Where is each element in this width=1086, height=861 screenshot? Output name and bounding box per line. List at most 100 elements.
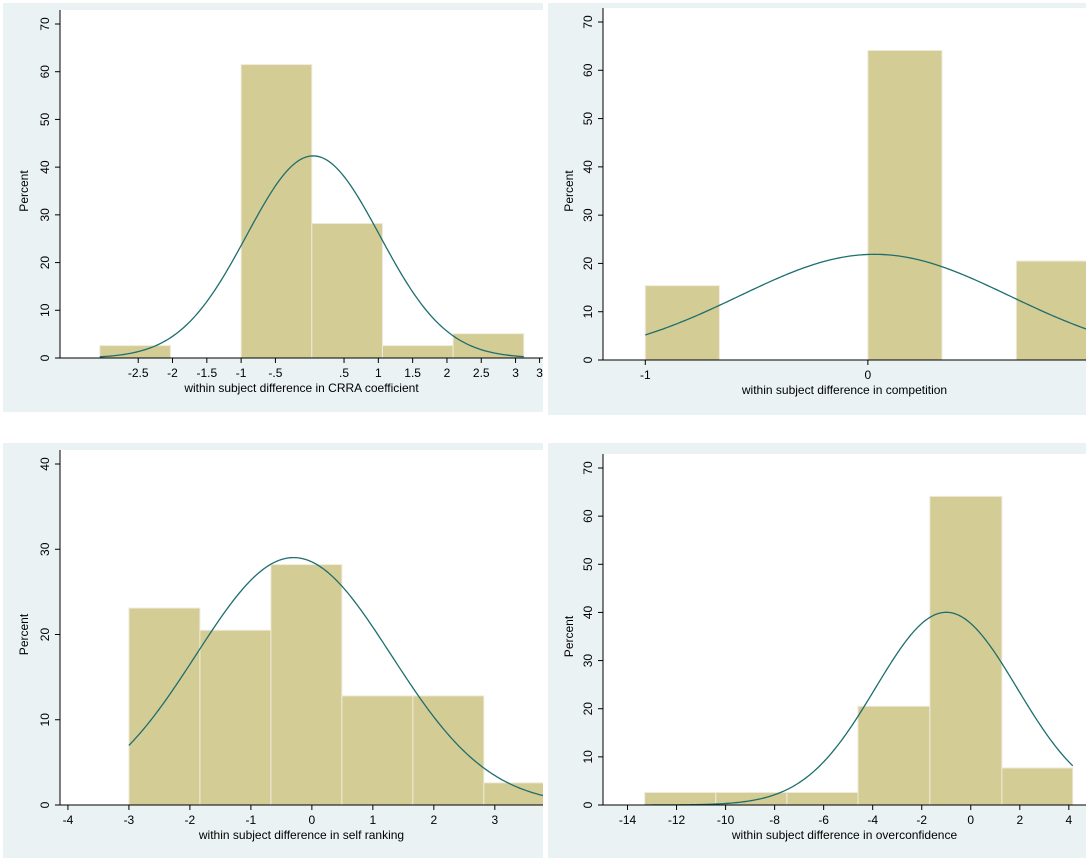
bar: [341, 695, 414, 805]
x-tick-label: 1.5: [404, 366, 421, 380]
x-tick-label: 3: [536, 366, 543, 380]
x-tick-label: 3: [512, 366, 519, 380]
bar: [199, 629, 272, 805]
y-tick-label: 70: [581, 461, 595, 475]
y-tick-label: 0: [38, 801, 52, 808]
x-tick-label: -2: [916, 813, 927, 827]
chart-panel: 0 10 20 30 40 50 60 70 -2.5 -2 -1.5 -1 -.5 .5 1 1.5 2 2.5…: [3, 3, 543, 412]
normal-curve: [99, 155, 524, 358]
y-tick-label: 0: [581, 356, 595, 363]
chart-panel: 0 10 20 30 40 -4 -3 -2 -1 0 1 2 3 within subject diff…: [3, 443, 543, 858]
x-tick-label: -1.5: [196, 366, 217, 380]
x-tick-label: -2.5: [128, 366, 149, 380]
bar: [270, 564, 343, 805]
y-tick-label: 10: [581, 750, 595, 764]
normal-curve: [128, 556, 543, 797]
x-tick-label: 2.5: [473, 366, 490, 380]
x-tick-label: -2: [167, 366, 178, 380]
bar: [786, 791, 859, 805]
y-axis-label: Percent: [562, 615, 576, 657]
y-tick-label: 20: [38, 256, 52, 270]
bar: [929, 495, 1003, 805]
y-tick-label: 0: [38, 354, 52, 361]
x-tick-label: -4: [63, 813, 74, 827]
y-tick-label: 10: [581, 305, 595, 319]
y-tick-label: 10: [38, 303, 52, 317]
x-tick-label: 2: [444, 366, 451, 380]
y-tick-label: 10: [38, 713, 52, 727]
x-tick-label: 0: [865, 368, 872, 382]
x-tick-label: -12: [668, 813, 686, 827]
x-axis-label: within subject difference in competition: [741, 383, 947, 397]
x-tick-label: -2: [185, 813, 196, 827]
bar: [412, 695, 485, 805]
bar: [1015, 260, 1086, 360]
x-tick-label: 4: [1065, 813, 1072, 827]
x-tick-label: 0: [967, 813, 974, 827]
x-tick-label: -4: [867, 813, 878, 827]
y-tick-label: 40: [581, 160, 595, 174]
y-axis-label: Percent: [17, 170, 31, 212]
y-tick-label: 40: [38, 160, 52, 174]
y-tick-label: 60: [581, 509, 595, 523]
y-tick-label: 60: [38, 65, 52, 79]
y-tick-label: 20: [581, 256, 595, 270]
x-tick-label: 2: [1016, 813, 1023, 827]
plot: [128, 556, 543, 805]
bar: [867, 49, 943, 360]
plot: [644, 495, 1074, 805]
y-tick-label: 40: [581, 605, 595, 619]
normal-curve: [644, 611, 1074, 805]
y-tick-label: 30: [581, 654, 595, 668]
x-tick-label: 3: [491, 813, 498, 827]
y-tick-label: 20: [38, 628, 52, 642]
x-tick-label: -1: [246, 813, 257, 827]
bar: [452, 333, 525, 358]
x-tick-label: 1: [370, 813, 377, 827]
y-tick-label: 20: [581, 702, 595, 716]
y-axis-label: Percent: [562, 170, 576, 212]
x-tick-label: 1: [375, 366, 382, 380]
x-axis-label: within subject difference in CRRA coeffi…: [183, 381, 419, 395]
x-tick-label: 2: [430, 813, 437, 827]
bar: [1001, 767, 1074, 805]
x-tick-label: -.5: [268, 366, 282, 380]
bar: [128, 607, 201, 805]
x-tick-label: .5: [339, 366, 349, 380]
x-tick-label: -3: [124, 813, 135, 827]
x-tick-label: -1: [640, 368, 651, 382]
x-tick-label: -10: [717, 813, 735, 827]
y-tick-label: 50: [581, 557, 595, 571]
bar: [240, 64, 313, 358]
bar: [381, 345, 454, 358]
plot: [644, 49, 1086, 360]
x-axis-label: within subject difference in self rankin…: [198, 828, 404, 842]
normal-curve: [645, 253, 1086, 336]
y-tick-label: 30: [581, 208, 595, 222]
bar: [644, 791, 717, 805]
x-axis-label: within subject difference in overconfide…: [731, 828, 958, 842]
y-tick-label: 50: [581, 112, 595, 126]
y-tick-label: 40: [38, 457, 52, 471]
y-tick-label: 30: [38, 208, 52, 222]
y-axis-label: Percent: [17, 613, 31, 655]
y-tick-label: 0: [581, 801, 595, 808]
x-tick-label: -6: [818, 813, 829, 827]
y-tick-label: 50: [38, 112, 52, 126]
bar: [644, 285, 720, 360]
y-tick-label: 70: [581, 15, 595, 29]
plot-area: [603, 454, 1086, 805]
x-tick-label: 0: [309, 813, 316, 827]
x-tick-label: -8: [769, 813, 780, 827]
bar: [857, 705, 931, 805]
x-tick-label: -1: [236, 366, 247, 380]
y-tick-label: 60: [581, 63, 595, 77]
y-tick-label: 30: [38, 542, 52, 556]
plot: [99, 64, 525, 358]
y-tick-label: 70: [38, 17, 52, 31]
chart-panel: 0 10 20 30 40 50 60 70 -14 -12 -10 -8 -6 -4 -2 0 2 4 withi…: [548, 443, 1086, 858]
bar: [311, 222, 383, 358]
x-tick-label: -14: [619, 813, 637, 827]
